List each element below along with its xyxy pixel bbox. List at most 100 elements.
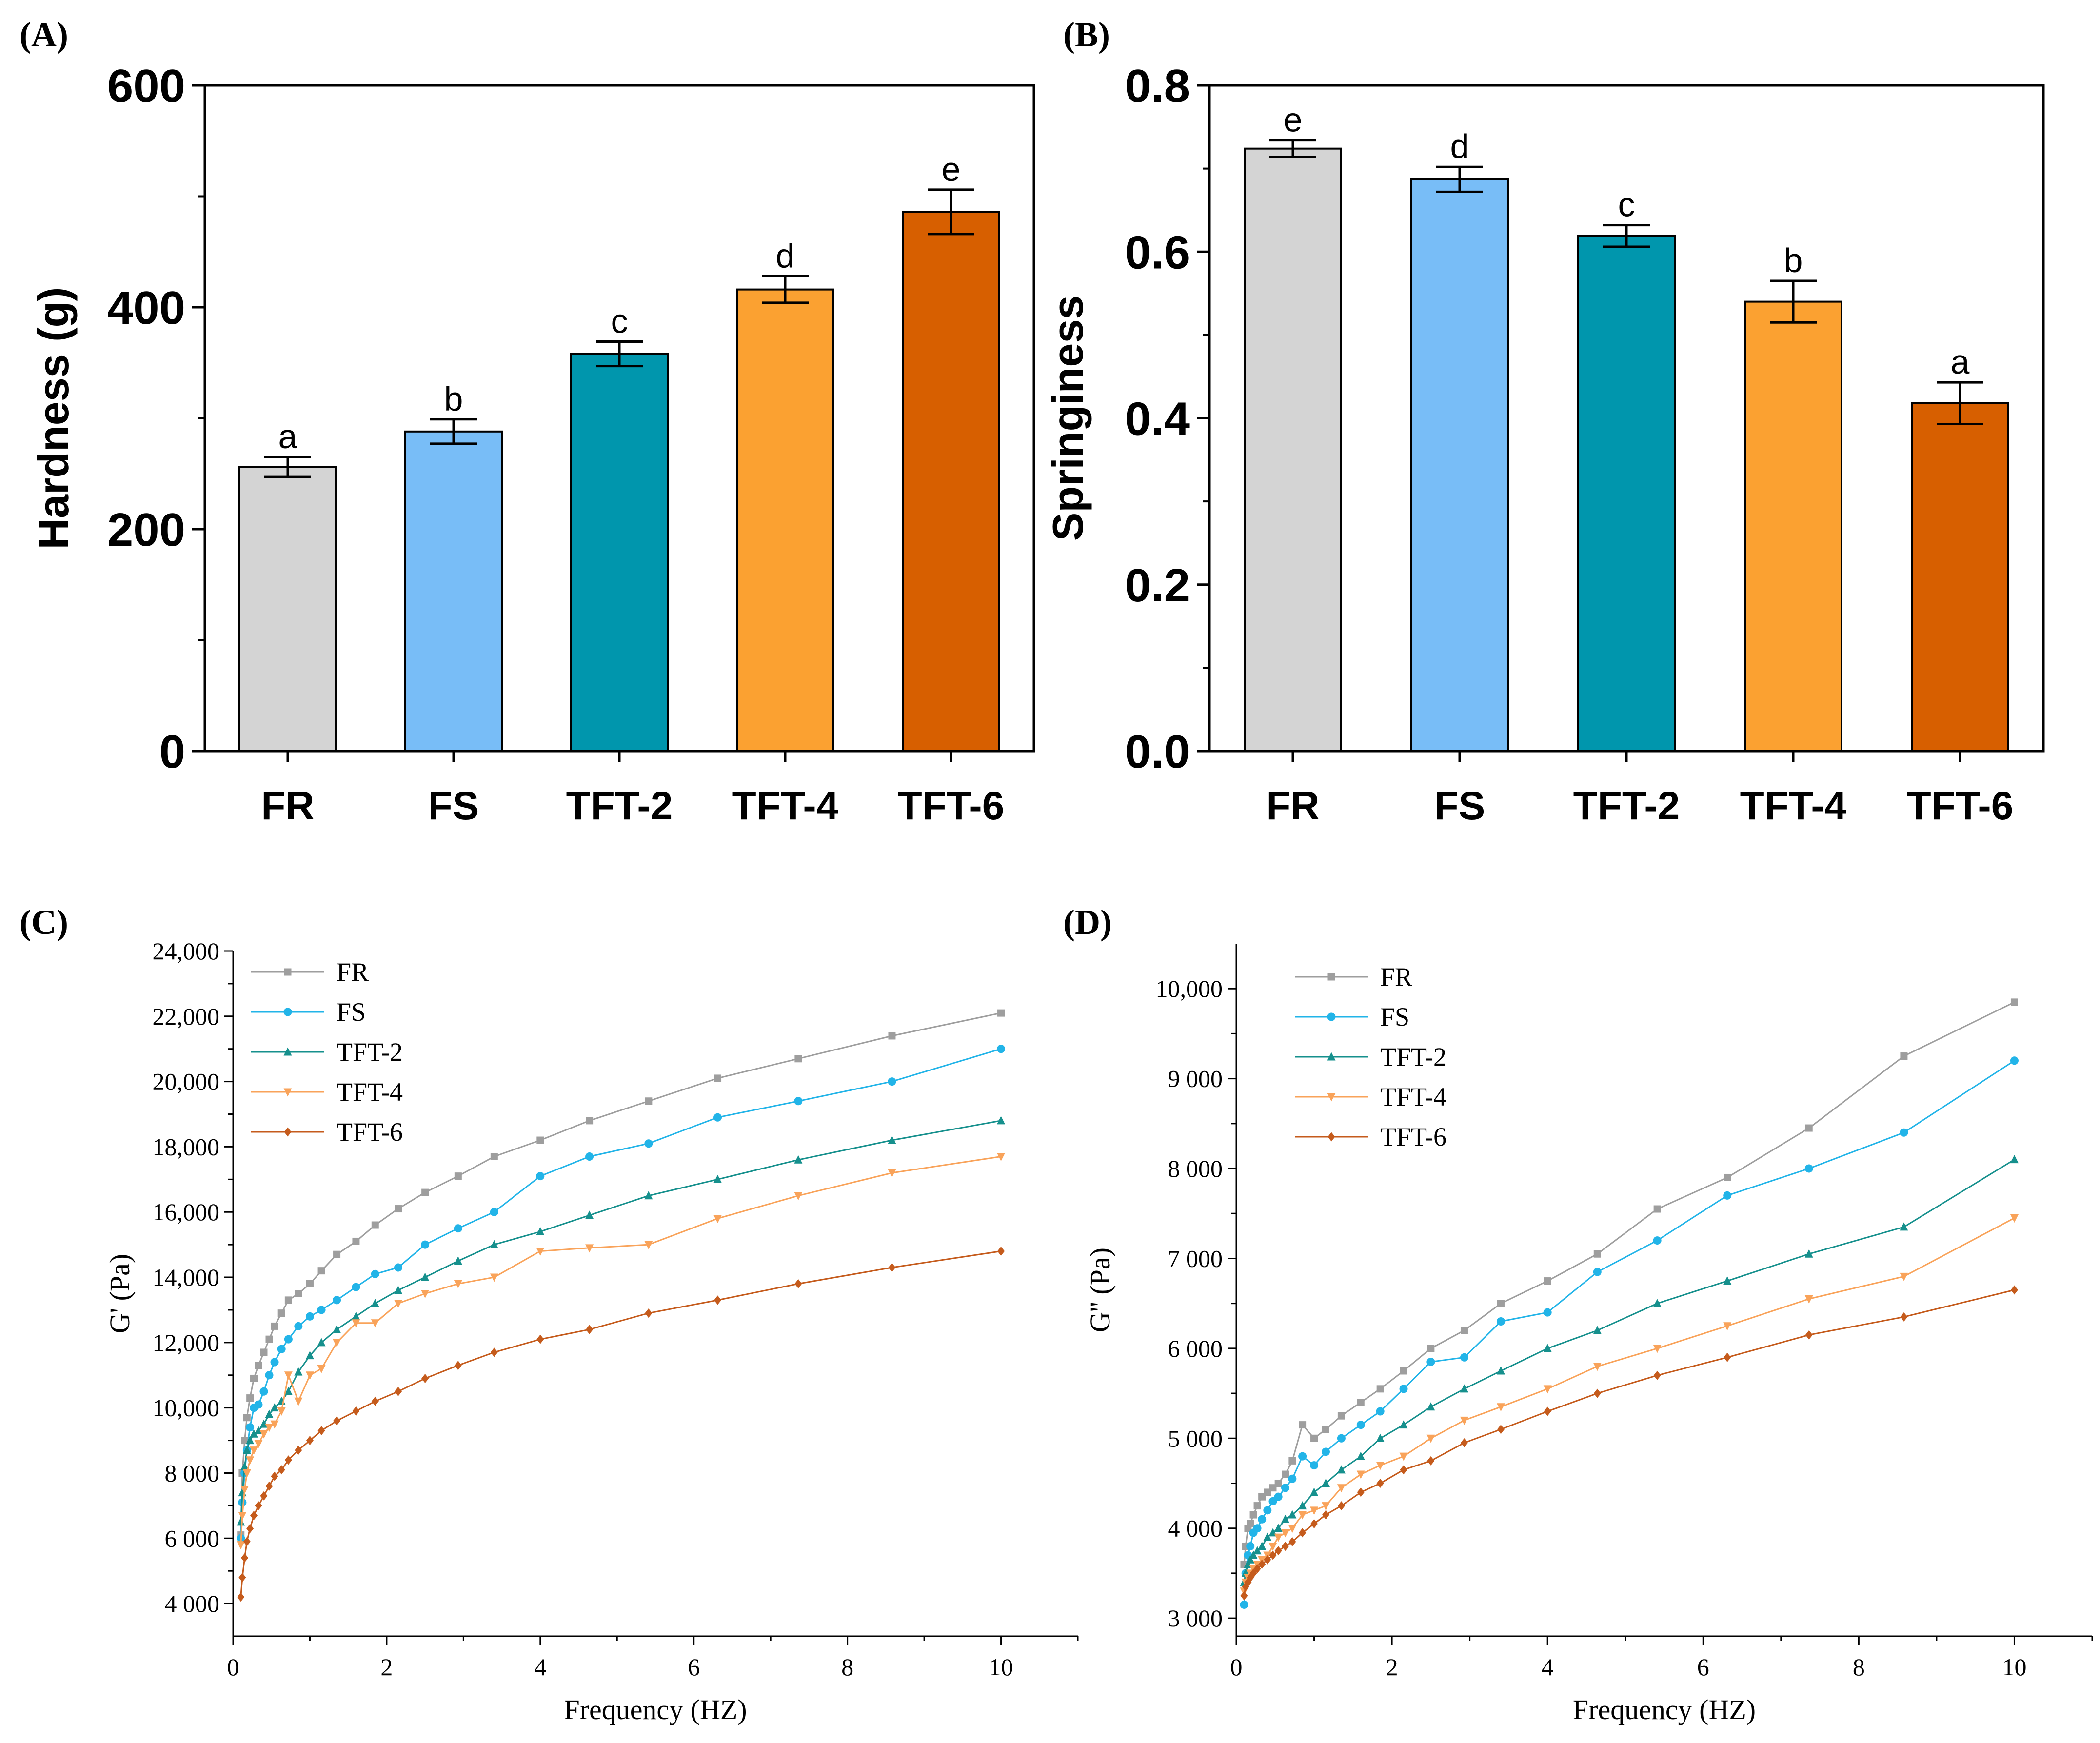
data-point-tft-2 (352, 1311, 360, 1320)
data-point-tft-2 (259, 1419, 268, 1428)
data-point-tft-2 (1399, 1420, 1408, 1429)
data-point-tft-6 (1240, 1591, 1248, 1601)
data-point-fs (317, 1306, 326, 1314)
data-point-fs (1258, 1515, 1267, 1524)
data-point-fr (243, 1414, 251, 1422)
data-point-tft-6 (284, 1455, 292, 1465)
data-point-tft-6 (246, 1524, 254, 1533)
data-point-tft-6 (1288, 1537, 1296, 1546)
y-tick-label: 12,000 (153, 1329, 220, 1356)
data-point-tft-4 (352, 1319, 360, 1328)
data-point-tft-6 (1900, 1312, 1908, 1322)
y-tick-label: 5 000 (1168, 1425, 1223, 1452)
y-tick-label: 20,000 (153, 1068, 220, 1095)
data-point-tft-2 (2010, 1155, 2019, 1164)
significance-letter-fs: b (444, 380, 463, 418)
x-tick-label: 6 (1697, 1653, 1709, 1681)
y-tick-label: 9 000 (1168, 1065, 1223, 1092)
data-point-fr (1282, 1470, 1289, 1478)
data-point-fr (255, 1362, 262, 1369)
data-point-tft-2 (1249, 1550, 1258, 1559)
data-point-tft-4 (794, 1192, 803, 1201)
data-point-tft-6 (238, 1573, 246, 1583)
data-point-fs (421, 1240, 430, 1249)
data-point-tft-4 (997, 1153, 1006, 1161)
x-tick-label: 2 (380, 1653, 393, 1681)
data-point-tft-2 (371, 1299, 379, 1307)
significance-letter-tft-2: c (611, 302, 628, 340)
data-point-tft-6 (586, 1325, 594, 1334)
y-tick-label: 6 000 (165, 1525, 220, 1552)
data-point-fr (1288, 1457, 1296, 1465)
data-point-tft-4 (1321, 1502, 1330, 1511)
data-point-tft-2 (1593, 1326, 1602, 1334)
data-point-tft-2 (421, 1272, 430, 1281)
data-point-tft-4 (238, 1511, 247, 1520)
legend-marker-tft-6 (1327, 1132, 1335, 1142)
data-point-tft-4 (713, 1215, 722, 1224)
data-point-fs (1399, 1385, 1408, 1393)
data-point-tft-2 (1246, 1555, 1255, 1564)
legend-marker-tft-2 (283, 1047, 292, 1056)
data-point-tft-4 (1900, 1272, 1908, 1281)
x-tick-label-fs: FS (1434, 784, 1486, 828)
data-point-fr (371, 1221, 379, 1229)
data-point-tft-2 (1253, 1546, 1262, 1555)
y-tick-label: 0.8 (1125, 60, 1190, 112)
data-point-fr (1460, 1327, 1468, 1334)
legend-label-tft-6: TFT-6 (337, 1117, 403, 1147)
data-point-tft-6 (371, 1396, 379, 1406)
bar-fr (1244, 147, 1342, 752)
data-point-tft-4 (1288, 1525, 1297, 1533)
data-point-tft-2 (1258, 1542, 1267, 1550)
data-point-tft-4 (394, 1300, 403, 1308)
x-tick-label: 4 (534, 1653, 546, 1681)
series-line-tft-6 (1243, 1289, 2015, 1596)
storage-modulus-line-chart: 0 2 4 6 8 10 4 000 6 000 8 000 10,000 12,000 14,000… (104, 937, 1079, 1725)
data-point-tft-6 (241, 1553, 249, 1563)
data-point-fr (888, 1032, 896, 1040)
data-point-tft-6 (1653, 1370, 1661, 1380)
data-point-tft-2 (888, 1135, 896, 1144)
data-point-tft-2 (490, 1240, 498, 1248)
data-point-tft-6 (1264, 1555, 1271, 1565)
data-point-tft-4 (242, 1469, 251, 1478)
data-point-tft-4 (1399, 1452, 1408, 1461)
loss-modulus-line-chart: 0 2 4 6 8 10 3 000 4 000 5 000 6 000 7 000 8 000 9 0… (1084, 944, 2093, 1725)
data-point-tft-2 (997, 1116, 1006, 1125)
x-tick-label-tft-4: TFT-4 (1740, 784, 1847, 828)
data-point-tft-2 (1310, 1487, 1319, 1496)
data-point-tft-6 (1460, 1438, 1468, 1448)
data-point-fr (250, 1374, 258, 1382)
x-tick-label: 6 (688, 1653, 700, 1681)
springiness-bar-chart: e FR d FS c TFT-2 b TFT-4 a TFT-6 0.0 0.2 0.4 0.6 0.8 S… (1044, 60, 2045, 828)
data-point-tft-4 (1274, 1533, 1283, 1542)
data-point-tft-4 (1337, 1484, 1346, 1493)
legend-label-tft-4: TFT-4 (1380, 1082, 1446, 1111)
data-point-tft-2 (250, 1429, 258, 1438)
data-point-fs (1240, 1600, 1248, 1609)
legend-label-tft-2: TFT-2 (337, 1037, 403, 1067)
data-point-tft-4 (246, 1456, 255, 1465)
data-point-tft-2 (1723, 1276, 1732, 1285)
data-point-tft-6 (1400, 1465, 1407, 1475)
data-point-tft-4 (1426, 1434, 1435, 1443)
data-point-tft-4 (1298, 1511, 1307, 1520)
data-point-fr (265, 1335, 273, 1343)
data-point-fs (265, 1371, 274, 1380)
data-point-fr (645, 1097, 653, 1105)
data-point-fs (1298, 1452, 1307, 1461)
data-point-tft-2 (305, 1351, 314, 1360)
data-point-fr (536, 1136, 544, 1144)
legend-marker-fs (283, 1008, 292, 1016)
y-tick-label: 8 000 (1168, 1155, 1223, 1182)
y-tick-label: 7 000 (1168, 1245, 1223, 1272)
data-point-tft-6 (1724, 1352, 1731, 1362)
panel-label-a: (A) (20, 15, 68, 54)
data-point-tft-2 (270, 1403, 279, 1412)
data-point-fr (352, 1237, 360, 1245)
data-point-tft-4 (333, 1339, 341, 1347)
data-point-fs (1321, 1447, 1330, 1456)
data-point-fs (997, 1045, 1006, 1053)
legend-marker-tft-2 (1327, 1052, 1336, 1061)
